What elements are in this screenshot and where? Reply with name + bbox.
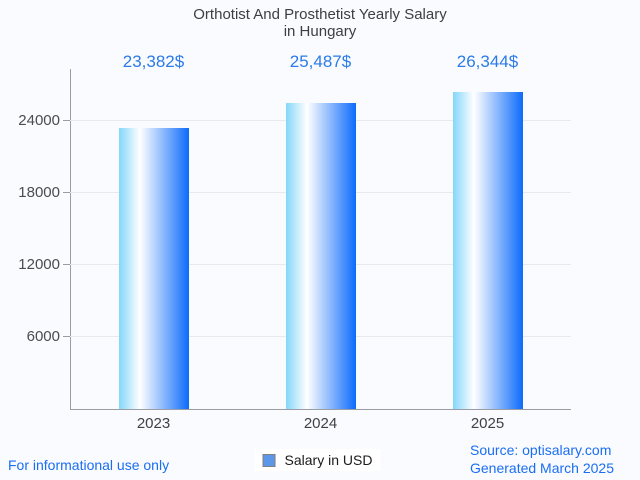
x-category-label-2023: 2023 (136, 415, 171, 432)
y-tick-label: 18000 (18, 183, 60, 201)
x-category-label-2025: 2025 (470, 415, 505, 432)
x-category-label-2024: 2024 (303, 415, 338, 432)
chart-title-line2: in Hungary (283, 23, 357, 40)
bar-2024 (285, 102, 356, 409)
legend-marker-icon (262, 453, 276, 467)
x-axis-line (70, 409, 571, 410)
y-axis-line (70, 69, 71, 410)
y-axis-tick (63, 336, 70, 338)
y-axis-tick (63, 264, 70, 266)
source-line1: Source: optisalary.com (470, 442, 612, 458)
value-label-2024: 25,487$ (289, 52, 352, 71)
y-axis-tick (63, 120, 70, 122)
y-tick-label: 6000 (26, 327, 60, 345)
y-axis-tick (63, 192, 70, 194)
chart-title-line1: Orthotist And Prosthetist Yearly Salary (193, 6, 447, 23)
legend: Salary in USD (254, 449, 381, 471)
source-line2: Generated March 2025 (470, 460, 614, 476)
y-tick-label: 12000 (18, 255, 60, 273)
value-label-2025: 26,344$ (456, 52, 519, 71)
source-attribution: Source: optisalary.com Generated March 2… (470, 441, 614, 477)
legend-label: Salary in USD (284, 452, 373, 468)
bar-2025 (452, 92, 523, 409)
y-tick-label: 24000 (18, 111, 60, 129)
value-label-2023: 23,382$ (122, 52, 185, 71)
disclaimer-text: For informational use only (8, 457, 170, 473)
bar-2023 (118, 128, 189, 409)
